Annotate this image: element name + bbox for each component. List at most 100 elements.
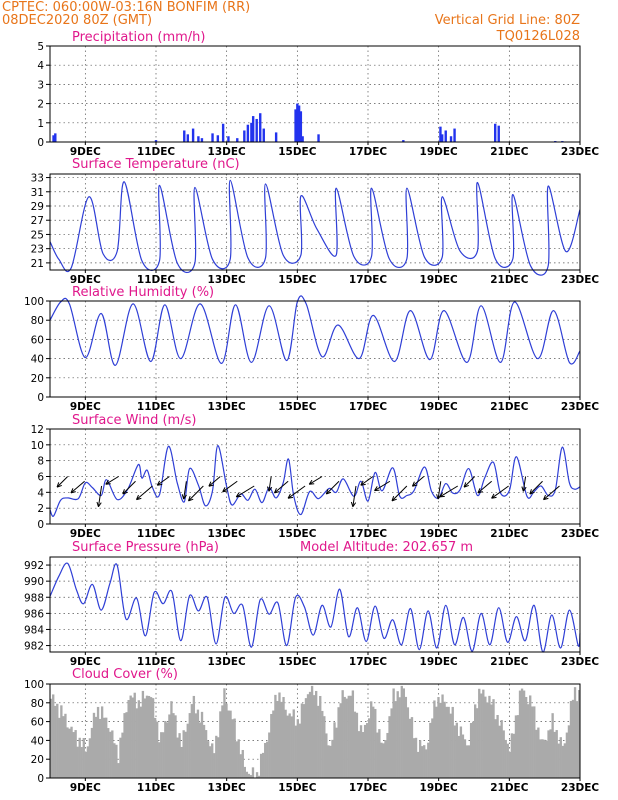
cloud-bar: [333, 722, 336, 778]
wind-arrow-head: [181, 494, 187, 500]
cloud-bar: [196, 709, 200, 778]
cloud-bar: [178, 733, 181, 778]
cloud-bar: [551, 713, 554, 778]
cloud-bar: [412, 738, 416, 778]
cloud-bar: [549, 729, 552, 778]
wind-arrow-head: [308, 479, 315, 485]
cloud-bar: [443, 701, 446, 778]
cloud-bar: [302, 704, 306, 778]
cloud-bar: [463, 739, 467, 778]
y-tick-label: 0: [37, 773, 44, 785]
cloud-bar: [217, 737, 220, 778]
cloud-bar: [294, 725, 297, 778]
cloud-bar: [339, 703, 342, 778]
cloud-bar: [380, 742, 383, 778]
panel-frame: [49, 45, 581, 143]
cloud-bar: [508, 751, 511, 778]
cloud-bar: [58, 717, 61, 778]
x-tick-label: 9DEC: [70, 274, 101, 286]
panel-relative-humidity: Relative Humidity (%) 0 20 40 60 80 100 9DEC 11…: [24, 285, 599, 413]
cloud-bar: [455, 722, 458, 778]
x-tick-label: 19DEC: [420, 146, 459, 158]
precip-bar: [497, 125, 500, 142]
cloud-bar: [288, 713, 291, 778]
cloud-bar: [243, 766, 246, 778]
cloud-bar: [386, 732, 389, 778]
precip-bar: [301, 136, 304, 142]
cloud-bar: [457, 735, 461, 778]
x-tick-label: 17DEC: [349, 146, 388, 158]
y-tick-label: 100: [24, 296, 44, 308]
wind-arrow: [412, 476, 425, 487]
cloud-bar: [170, 701, 173, 778]
cloud-bar: [82, 738, 85, 778]
wind-arrow-head: [222, 487, 228, 493]
cloud-bar: [84, 751, 87, 778]
wind-arrow-head: [491, 493, 497, 499]
cloud-bar: [512, 733, 516, 778]
cloud-bar: [168, 714, 171, 778]
panel-frame: [49, 428, 581, 525]
wind-arrow-head: [391, 495, 397, 502]
cloud-bar: [319, 695, 322, 778]
wind-arrow-head: [96, 501, 102, 508]
cloud-bar: [78, 737, 81, 778]
y-tick-label: 40: [31, 735, 44, 747]
cloud-bar: [418, 740, 422, 778]
precip-bar: [259, 113, 262, 142]
cloud-bar: [133, 692, 136, 778]
cloud-bar: [96, 706, 100, 778]
cloud-bar: [504, 739, 507, 778]
wind-arrow: [543, 485, 560, 500]
x-tick-label: 23DEC: [561, 656, 600, 668]
cloud-bar: [298, 723, 302, 778]
cloud-bar: [535, 729, 538, 778]
cloud-bar: [257, 775, 261, 778]
cloud-bar: [62, 716, 65, 778]
y-tick-label: 21: [31, 258, 44, 270]
cloud-bar: [445, 706, 448, 778]
y-tick-label: 990: [24, 576, 44, 588]
cloud-bar: [225, 703, 228, 778]
precip-bar: [255, 118, 258, 142]
cloud-bar: [370, 701, 373, 778]
wind-arrow: [437, 481, 442, 500]
precip-bar: [200, 138, 204, 142]
cloud-bar: [390, 708, 393, 778]
precip-bar: [444, 130, 447, 142]
cloud-bar: [529, 695, 532, 778]
wind-arrow: [352, 485, 357, 507]
precip-bar: [211, 133, 214, 142]
cloud-bar: [182, 730, 185, 778]
precip-bar: [494, 123, 497, 142]
cloud-bar: [213, 753, 216, 778]
cloud-bar: [341, 690, 344, 778]
wind-arrow-head: [439, 492, 445, 498]
wind-arrow: [136, 485, 153, 500]
y-tick-label: 31: [31, 187, 44, 199]
cloud-bar: [449, 713, 452, 778]
precip-bar: [296, 103, 299, 142]
x-tick-label: 21DEC: [490, 656, 529, 668]
cloud-bar: [304, 698, 308, 778]
x-tick-label: 19DEC: [420, 528, 459, 540]
cloud-bar: [98, 718, 102, 778]
wind-arrow-head: [287, 493, 294, 499]
panel-surface-wind: Surface Wind (m/s) 0 2 4 6 8 10 12 9DEC 11DEC 13D…: [31, 413, 600, 540]
y-tick-label: 0: [37, 519, 44, 531]
wind-arrow-head: [374, 486, 380, 492]
cloud-bar: [137, 700, 140, 778]
cloud-bar: [76, 746, 79, 778]
cloud-bar: [229, 710, 232, 778]
cloud-bar: [569, 700, 573, 778]
cloud-bar: [70, 726, 73, 778]
cloud-bar: [113, 743, 116, 778]
y-tick-label: 986: [24, 608, 44, 620]
cloud-bar: [467, 745, 471, 778]
precip-bar: [216, 135, 220, 142]
wind-arrow: [463, 476, 476, 488]
cloud-bar: [50, 698, 53, 778]
precip-bar: [251, 116, 255, 142]
cloud-bar: [382, 743, 385, 778]
cloud-bar: [233, 718, 236, 778]
